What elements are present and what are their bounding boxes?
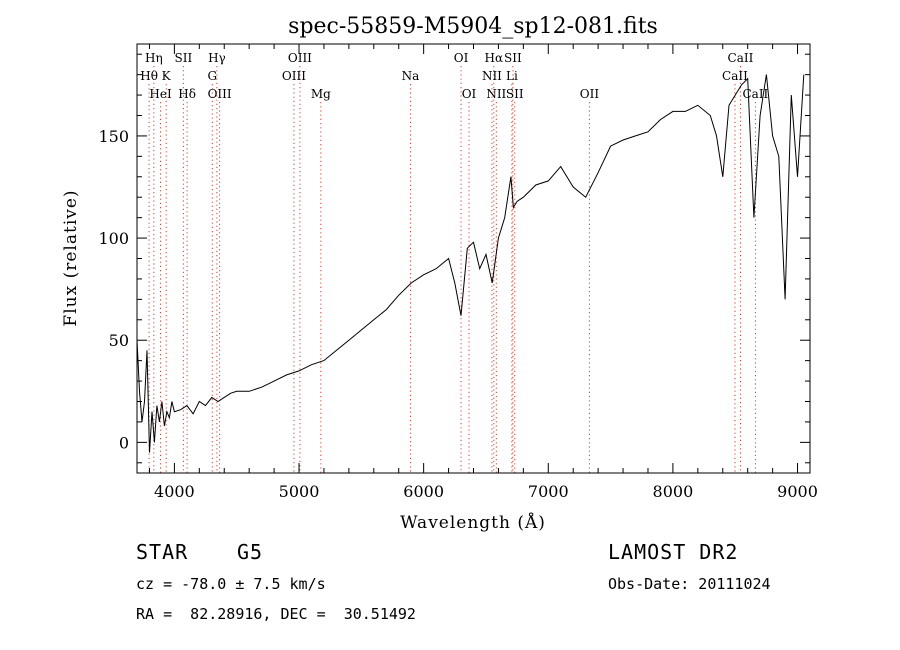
line-marker-label: Mg [311, 87, 331, 101]
line-marker-label: OI [462, 87, 477, 101]
line-marker-label: OIII [208, 87, 232, 101]
y-tick-label: 150 [98, 127, 129, 146]
object-class: STAR [136, 540, 189, 564]
y-tick-label: 0 [119, 433, 129, 452]
x-tick-label: 7000 [528, 482, 569, 501]
spectrum-line [136, 74, 805, 453]
x-tick-label: 6000 [403, 482, 444, 501]
x-tick-label: 9000 [777, 482, 818, 501]
survey-name: LAMOST DR2 [608, 540, 739, 564]
axis-ticks: 4000 5000 6000 7000 8000 9000 0 50 100 150 [98, 44, 818, 501]
spectrum-chart: spec-55859-M5904_sp12-081.fits Hη Hθ K HeI S… [61, 14, 818, 533]
line-marker-label: OIII [282, 69, 306, 83]
chart-title: spec-55859-M5904_sp12-081.fits [288, 14, 658, 39]
x-axis-label: Wavelength (Å) [400, 512, 546, 533]
line-marker-label: NII [486, 87, 506, 101]
y-tick-label: 100 [98, 229, 129, 248]
line-marker-label: NII [482, 69, 502, 83]
line-marker-label: Na [402, 69, 420, 83]
line-marker-label: SII [506, 87, 524, 101]
line-marker-label: Hη [145, 51, 163, 65]
obs-date: Obs-Date: 20111024 [608, 575, 771, 593]
spectral-subclass: G5 [237, 540, 264, 564]
line-marker-label: Hδ [178, 87, 196, 101]
line-marker-label: G [207, 69, 217, 83]
plot-frame [136, 43, 811, 474]
x-tick-label: 4000 [154, 482, 195, 501]
line-marker-label: Hγ [208, 51, 226, 65]
x-tick-label: 5000 [279, 482, 320, 501]
line-marker-label: OI [454, 51, 469, 65]
line-marker-label: SII [175, 51, 193, 65]
line-marker-label: Hα [485, 51, 504, 65]
line-marker-label: SII [504, 51, 522, 65]
line-marker-label: OIII [288, 51, 312, 65]
line-marker-label: Hθ [140, 69, 158, 83]
line-marker-label: CaII [722, 69, 748, 83]
line-marker-label: K [162, 69, 172, 83]
velocity-readout: cz = -78.0 ± 7.5 km/s [136, 575, 326, 593]
line-marker-label: HeI [149, 87, 172, 101]
coordinates-readout: RA = 82.28916, DEC = 30.51492 [136, 605, 416, 623]
line-marker-label: CaII [728, 51, 754, 65]
x-tick-label: 8000 [653, 482, 694, 501]
y-axis-label: Flux (relative) [61, 189, 81, 326]
line-marker-label: OII [580, 87, 600, 101]
line-marker-label: Li [506, 69, 518, 83]
y-tick-label: 50 [109, 331, 129, 350]
